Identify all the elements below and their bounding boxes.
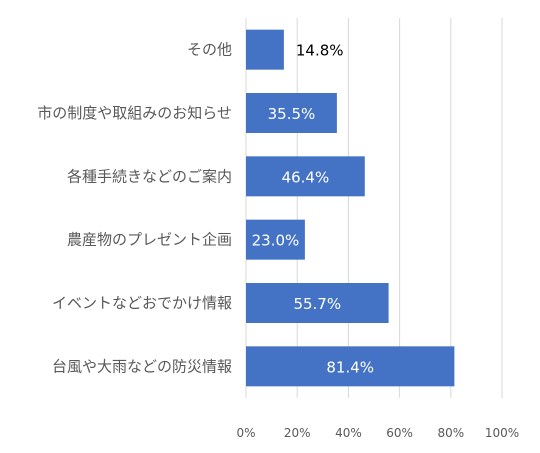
x-tick-label: 0%	[236, 426, 255, 440]
bar	[246, 156, 365, 197]
x-tick-label: 40%	[335, 426, 362, 440]
data-label: 81.4%	[326, 358, 374, 376]
category-label: 市の制度や取組みのお知らせ	[37, 104, 232, 122]
data-label: 55.7%	[293, 295, 341, 313]
bar	[246, 346, 455, 387]
bar	[246, 29, 284, 70]
category-label: その他	[187, 41, 232, 59]
data-label: 46.4%	[282, 168, 330, 186]
x-tick-label: 20%	[284, 426, 311, 440]
x-tick-label: 80%	[437, 426, 464, 440]
data-label: 35.5%	[268, 105, 316, 123]
category-label: 台風や大雨などの防災情報	[52, 357, 232, 375]
x-tick-label: 100%	[485, 426, 519, 440]
category-label: イベントなどおでかけ情報	[52, 294, 232, 312]
x-tick-label: 60%	[386, 426, 413, 440]
bar	[246, 283, 389, 323]
data-label: 23.0%	[252, 232, 300, 250]
bar	[246, 219, 305, 260]
category-label: 各種手続きなどのご案内	[67, 167, 232, 185]
category-label: 農産物のプレゼント企画	[67, 231, 232, 249]
data-label: 14.8%	[296, 42, 344, 60]
bar	[246, 93, 337, 133]
